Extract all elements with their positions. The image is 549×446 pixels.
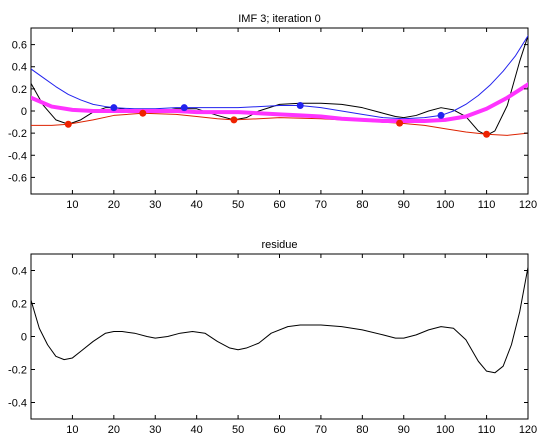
residue-panel: residue 10 20 30 40 50 60 70 80 90 100 110 120 -0.4 -… <box>8 239 537 436</box>
residue-x-tick-label: 70 <box>315 424 327 436</box>
imf-y-tick-label: -0.6 <box>8 172 27 184</box>
imf-extremum-marker <box>437 111 445 119</box>
residue-panel-title: residue <box>261 239 297 251</box>
imf-y-tick-label: -0.2 <box>8 128 27 140</box>
imf-x-tick-label: 30 <box>149 199 161 211</box>
imf-series-line-2 <box>31 112 528 136</box>
residue-x-tick-label: 90 <box>398 424 410 436</box>
imf-extremum-marker <box>64 120 72 128</box>
imf-extremum-marker <box>230 116 238 124</box>
imf-extremum-marker <box>139 109 147 117</box>
imf-y-tick-label: 0.6 <box>12 40 27 52</box>
residue-x-tick-label: 10 <box>66 424 78 436</box>
imf-series-line-1 <box>31 35 528 120</box>
imf-extremum-marker <box>180 104 188 112</box>
imf-series-line-3 <box>31 82 528 123</box>
imf-x-tick-label: 110 <box>478 199 496 211</box>
imf-y-tick-label: 0.2 <box>12 84 27 96</box>
residue-x-tick-label: 100 <box>436 424 454 436</box>
imf-extremum-marker <box>396 119 404 127</box>
imf-x-tick-label: 10 <box>66 199 78 211</box>
residue-x-tick-label: 110 <box>478 424 496 436</box>
residue-y-tick-label: 0 <box>21 332 27 344</box>
residue-x-tick-label: 20 <box>108 424 120 436</box>
imf-panel: IMF 3; iteration 0 10 20 30 40 50 60 70 80 90 100… <box>8 13 537 211</box>
residue-y-tick-label: 0.4 <box>12 266 27 278</box>
residue-x-tick-label: 40 <box>191 424 203 436</box>
imf-x-tick-label: 120 <box>519 199 537 211</box>
imf-panel-title: IMF 3; iteration 0 <box>238 13 321 25</box>
imf-x-tick-label: 90 <box>398 199 410 211</box>
residue-axes-frame <box>30 253 529 420</box>
imf-x-tick-label: 60 <box>273 199 285 211</box>
imf-extremum-marker <box>483 130 491 138</box>
residue-x-tick-label: 50 <box>232 424 244 436</box>
residue-series-line-0 <box>31 266 528 374</box>
residue-x-tick-label: 30 <box>149 424 161 436</box>
imf-x-tick-label: 70 <box>315 199 327 211</box>
imf-x-tick-label: 50 <box>232 199 244 211</box>
residue-x-tick-label: 120 <box>519 424 537 436</box>
residue-y-tick-label: -0.2 <box>8 365 27 377</box>
imf-y-tick-label: 0 <box>21 106 27 118</box>
imf-x-tick-label: 80 <box>356 199 368 211</box>
imf-x-tick-label: 20 <box>108 199 120 211</box>
imf-x-tick-label: 100 <box>436 199 454 211</box>
residue-y-tick-label: 0.2 <box>12 299 27 311</box>
imf-x-tick-label: 40 <box>191 199 203 211</box>
residue-x-tick-label: 60 <box>273 424 285 436</box>
residue-x-tick-label: 80 <box>356 424 368 436</box>
imf-y-tick-label: -0.4 <box>8 150 27 162</box>
imf-extremum-marker <box>296 101 304 109</box>
residue-y-tick-label: -0.4 <box>8 398 27 410</box>
imf-y-tick-label: 0.4 <box>12 62 27 74</box>
imf-extremum-marker <box>110 104 118 112</box>
